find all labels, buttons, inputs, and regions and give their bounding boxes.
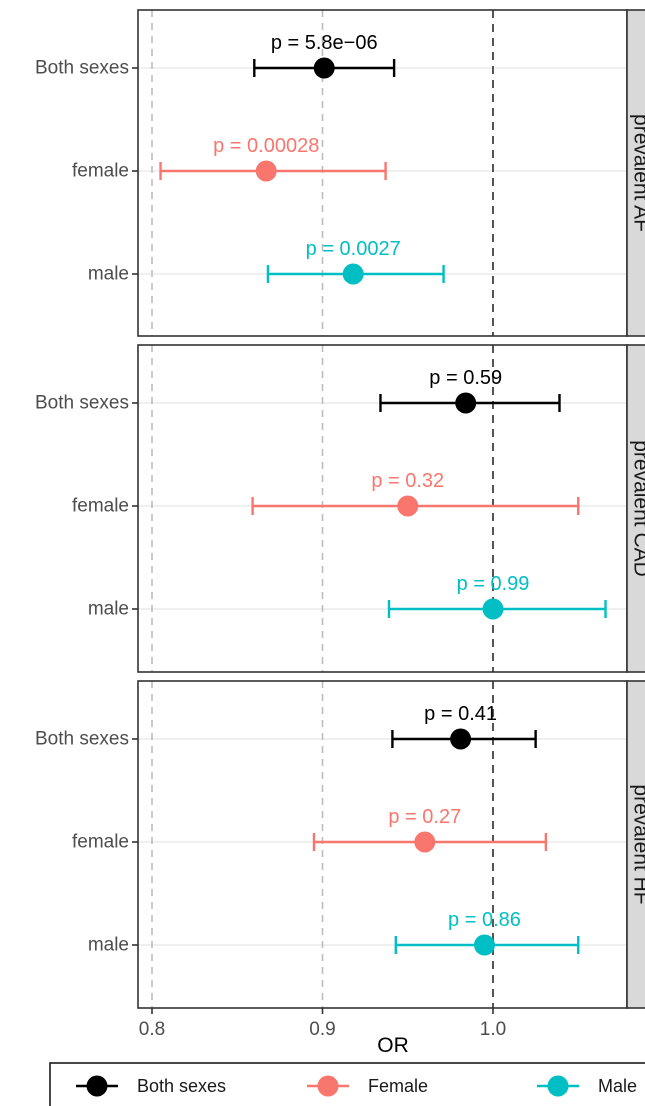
or-point	[455, 392, 477, 414]
x-axis: 0.8 0.9 1.0	[139, 1008, 506, 1040]
x-tick-label: 1.0	[480, 1019, 506, 1040]
y-tick-label: female	[72, 832, 129, 853]
facet-panel: prevalent HF Both sexes p = 0.41 female p = …	[35, 680, 645, 1009]
y-tick-label: male	[88, 599, 129, 620]
facet-strip-label: prevalent AF	[630, 114, 645, 232]
x-tick-label: 0.9	[309, 1019, 335, 1040]
legend-entry: Male	[537, 1075, 637, 1097]
y-tick-label: female	[72, 496, 129, 517]
p-value-label: p = 0.41	[424, 703, 497, 725]
p-value-label: p = 0.27	[388, 806, 461, 828]
or-point	[255, 160, 277, 182]
legend: Both sexes Female Male	[49, 1062, 645, 1106]
p-value-label: p = 0.99	[457, 573, 530, 595]
x-axis-title: OR	[377, 1034, 409, 1057]
x-tick-label: 0.8	[139, 1019, 165, 1040]
panel-border	[137, 9, 628, 337]
legend-label: Female	[368, 1076, 428, 1096]
facet-strip	[626, 9, 645, 337]
p-value-label: p = 0.32	[371, 470, 444, 492]
y-tick-label: female	[72, 161, 129, 182]
or-point	[473, 934, 495, 956]
or-point	[397, 495, 419, 517]
y-tick-label: male	[88, 935, 129, 956]
p-value-label: p = 0.00028	[213, 135, 319, 157]
facet-strip-label: prevalent HF	[630, 784, 645, 904]
y-tick-label: Both sexes	[35, 729, 129, 750]
facet-panel: prevalent AF Both sexes p = 5.8e−06 female p…	[35, 9, 645, 337]
or-point	[342, 263, 364, 285]
legend-key-point	[547, 1075, 569, 1097]
legend-key-point	[86, 1075, 108, 1097]
y-tick-label: Both sexes	[35, 393, 129, 414]
legend-key-point	[317, 1075, 339, 1097]
or-point	[313, 57, 335, 79]
y-tick-label: male	[88, 264, 129, 285]
p-value-label: p = 0.0027	[306, 238, 401, 260]
y-tick-label: Both sexes	[35, 58, 129, 79]
p-value-label: p = 0.86	[448, 909, 521, 931]
or-point	[482, 598, 504, 620]
panel-border	[137, 680, 628, 1009]
legend-label: Both sexes	[137, 1076, 226, 1096]
facet-strip	[626, 680, 645, 1009]
facet-strip-label: prevalent CAD	[630, 440, 645, 577]
or-point	[414, 831, 436, 853]
facet-strip	[626, 344, 645, 673]
facet-panel: prevalent CAD Both sexes p = 0.59 female p =…	[35, 344, 645, 673]
legend-entry: Both sexes	[76, 1075, 226, 1097]
p-value-label: p = 0.59	[429, 367, 502, 389]
panel-border	[137, 344, 628, 673]
p-value-label: p = 5.8e−06	[271, 32, 378, 54]
legend-box	[49, 1062, 645, 1106]
or-point	[450, 728, 472, 750]
legend-entry: Female	[307, 1075, 428, 1097]
legend-label: Male	[598, 1076, 637, 1096]
